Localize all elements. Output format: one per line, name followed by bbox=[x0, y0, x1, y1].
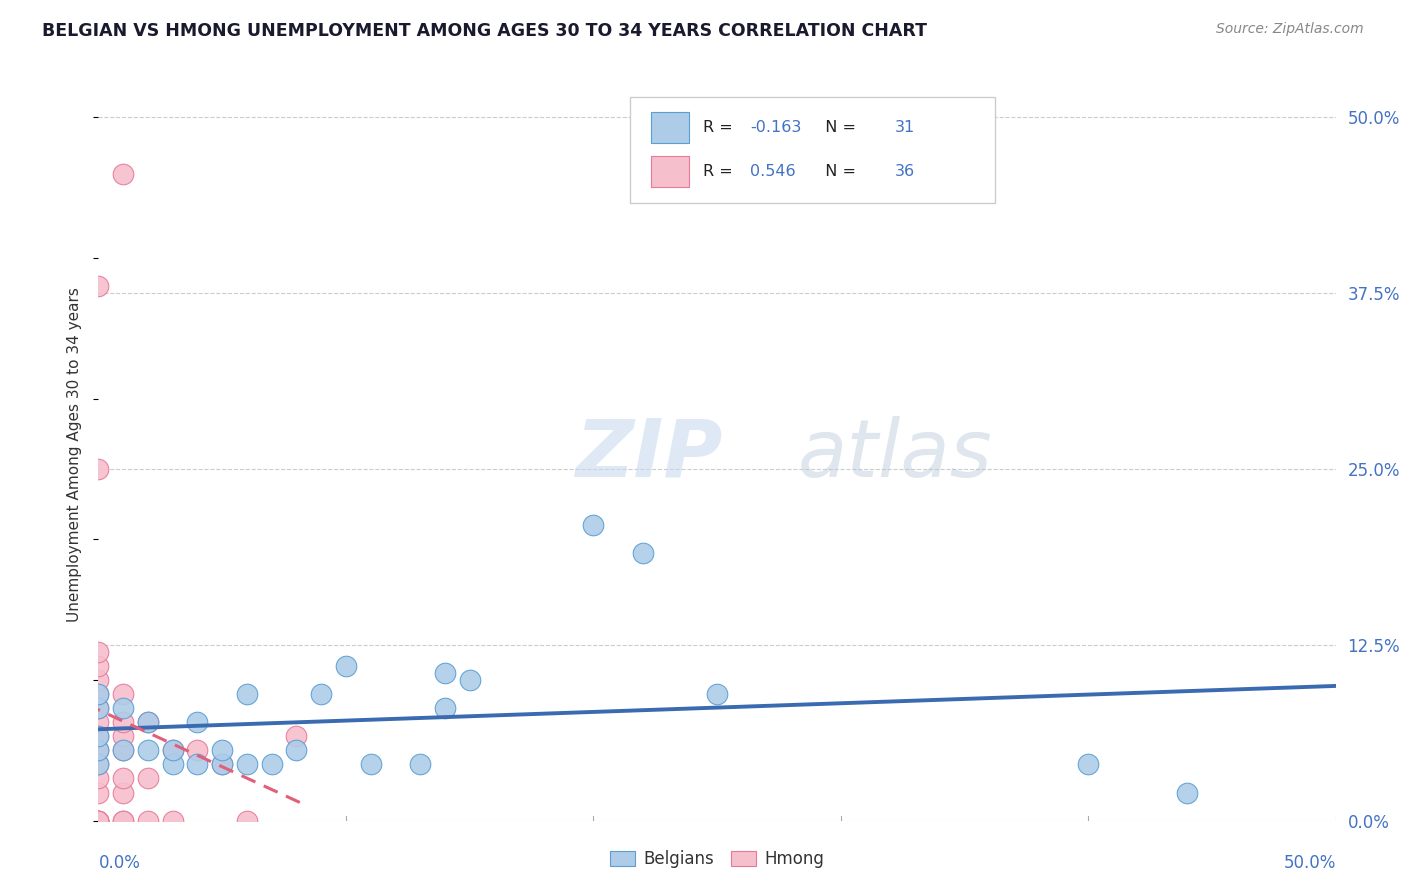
Point bbox=[112, 687, 135, 701]
Text: 50.0%: 50.0% bbox=[1284, 854, 1336, 871]
Point bbox=[236, 814, 259, 828]
Point bbox=[1077, 757, 1099, 772]
Point bbox=[186, 757, 208, 772]
Text: R =: R = bbox=[703, 164, 738, 178]
Text: BELGIAN VS HMONG UNEMPLOYMENT AMONG AGES 30 TO 34 YEARS CORRELATION CHART: BELGIAN VS HMONG UNEMPLOYMENT AMONG AGES… bbox=[42, 22, 927, 40]
Text: 0.546: 0.546 bbox=[751, 164, 796, 178]
Point bbox=[87, 814, 110, 828]
Point bbox=[433, 701, 456, 715]
Point bbox=[409, 757, 432, 772]
Point bbox=[87, 757, 110, 772]
Point bbox=[360, 757, 382, 772]
Point bbox=[112, 814, 135, 828]
Point bbox=[112, 729, 135, 743]
Text: R =: R = bbox=[703, 120, 738, 136]
Point bbox=[335, 659, 357, 673]
Point bbox=[706, 687, 728, 701]
Point bbox=[236, 687, 259, 701]
Point bbox=[87, 814, 110, 828]
Point bbox=[211, 743, 233, 757]
Point bbox=[112, 743, 135, 757]
Legend: Belgians, Hmong: Belgians, Hmong bbox=[603, 843, 831, 874]
Point bbox=[162, 743, 184, 757]
Point bbox=[87, 785, 110, 799]
Point bbox=[136, 715, 159, 730]
Point bbox=[87, 814, 110, 828]
Point bbox=[87, 729, 110, 743]
Point bbox=[87, 729, 110, 743]
Text: N =: N = bbox=[815, 164, 860, 178]
Point bbox=[136, 743, 159, 757]
Point bbox=[162, 814, 184, 828]
Point bbox=[186, 715, 208, 730]
Point bbox=[112, 785, 135, 799]
Point bbox=[87, 687, 110, 701]
Point bbox=[87, 673, 110, 687]
Text: N =: N = bbox=[815, 120, 860, 136]
Point bbox=[112, 814, 135, 828]
Point bbox=[87, 757, 110, 772]
Point bbox=[87, 279, 110, 293]
FancyBboxPatch shape bbox=[630, 96, 995, 202]
Point bbox=[87, 814, 110, 828]
Point bbox=[87, 659, 110, 673]
Point bbox=[112, 701, 135, 715]
FancyBboxPatch shape bbox=[651, 112, 689, 144]
Point bbox=[87, 645, 110, 659]
Point bbox=[211, 757, 233, 772]
Point bbox=[162, 743, 184, 757]
Text: 36: 36 bbox=[896, 164, 915, 178]
Point bbox=[87, 772, 110, 786]
Point bbox=[87, 715, 110, 730]
Point bbox=[285, 729, 308, 743]
Y-axis label: Unemployment Among Ages 30 to 34 years: Unemployment Among Ages 30 to 34 years bbox=[67, 287, 83, 623]
Point bbox=[87, 701, 110, 715]
Point bbox=[136, 772, 159, 786]
Point bbox=[458, 673, 481, 687]
Point bbox=[211, 757, 233, 772]
Point bbox=[112, 772, 135, 786]
Point bbox=[87, 701, 110, 715]
Point bbox=[112, 715, 135, 730]
Point bbox=[1175, 785, 1198, 799]
Text: ZIP: ZIP bbox=[575, 416, 723, 494]
Point bbox=[285, 743, 308, 757]
Point bbox=[136, 814, 159, 828]
Point bbox=[309, 687, 332, 701]
Point bbox=[186, 743, 208, 757]
Point bbox=[631, 546, 654, 560]
Text: 31: 31 bbox=[896, 120, 915, 136]
Point bbox=[260, 757, 283, 772]
Point bbox=[236, 757, 259, 772]
Point bbox=[87, 462, 110, 476]
FancyBboxPatch shape bbox=[651, 156, 689, 186]
Point bbox=[582, 518, 605, 533]
Point bbox=[112, 167, 135, 181]
Point bbox=[87, 687, 110, 701]
Text: -0.163: -0.163 bbox=[751, 120, 801, 136]
Text: Source: ZipAtlas.com: Source: ZipAtlas.com bbox=[1216, 22, 1364, 37]
Text: atlas: atlas bbox=[797, 416, 993, 494]
Point bbox=[87, 743, 110, 757]
Point bbox=[162, 757, 184, 772]
Point bbox=[433, 665, 456, 680]
Point bbox=[87, 814, 110, 828]
Point bbox=[87, 743, 110, 757]
Point bbox=[112, 743, 135, 757]
Point bbox=[136, 715, 159, 730]
Text: 0.0%: 0.0% bbox=[98, 854, 141, 871]
